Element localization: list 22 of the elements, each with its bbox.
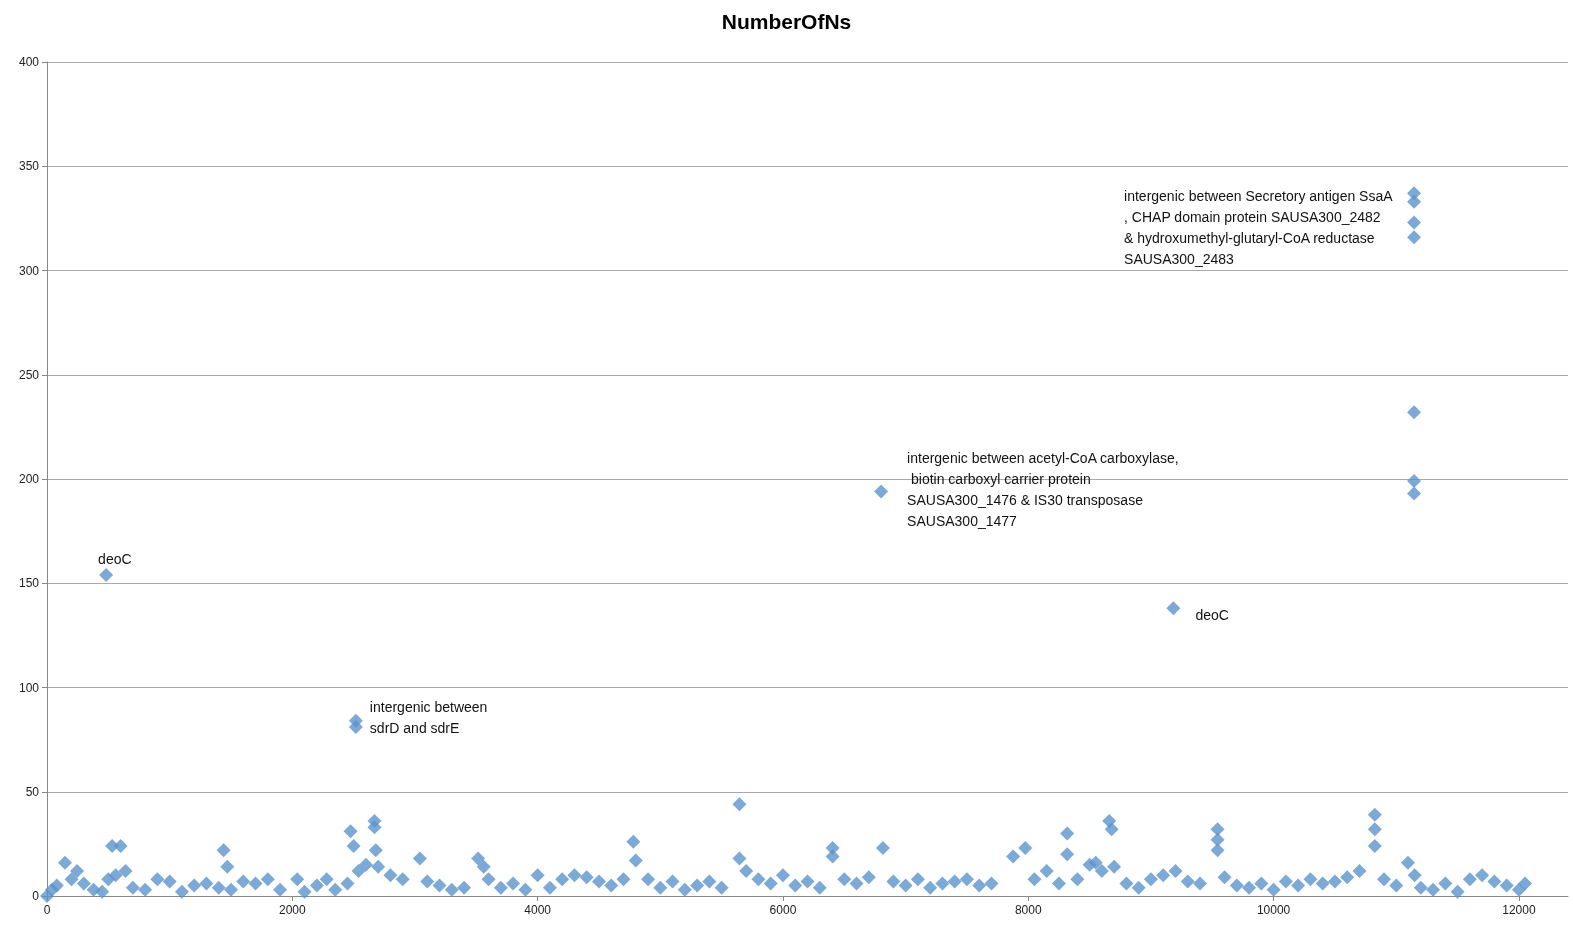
annotation: intergenic between Secretory antigen SsaA, CHAP domain protein SAUSA300_2482 & hydroxumethyl-glutaryl-CoA reductase SAUSA300_2483 (1124, 187, 1394, 267)
x-tick-label: 8000 (1014, 903, 1042, 917)
annotation: intergenic between sdrD and sdrE (369, 699, 492, 737)
x-tick-label: 6000 (769, 903, 797, 917)
x-tick-label: 2000 (278, 903, 306, 917)
annotation: deoC (98, 551, 132, 568)
y-tick-label: 300 (18, 263, 40, 278)
y-tick-label: 50 (25, 784, 40, 799)
y-tick-label: 400 (18, 55, 40, 69)
y-tick-label: 200 (18, 472, 40, 486)
annotation: deoC (1195, 606, 1229, 623)
y-tick-label: 100 (18, 680, 40, 695)
x-tick-label: 12000 (1502, 903, 1536, 917)
x-tick-label: 4000 (524, 903, 552, 917)
chart-title: NumberOfNs (721, 10, 852, 33)
y-tick-label: 250 (18, 367, 40, 382)
y-tick-label: 150 (18, 576, 40, 591)
x-tick-label: 10000 (1256, 903, 1291, 917)
x-tick-label: 0 (43, 903, 51, 917)
annotation: intergenic between acetyl-CoA carboxylase, biotin carboxyl carrier protein SAUSA300_1476 & IS30 transposase SAUSA300_1477 (907, 450, 1179, 530)
y-tick-label: 0 (32, 889, 40, 903)
y-tick-label: 350 (18, 159, 40, 174)
